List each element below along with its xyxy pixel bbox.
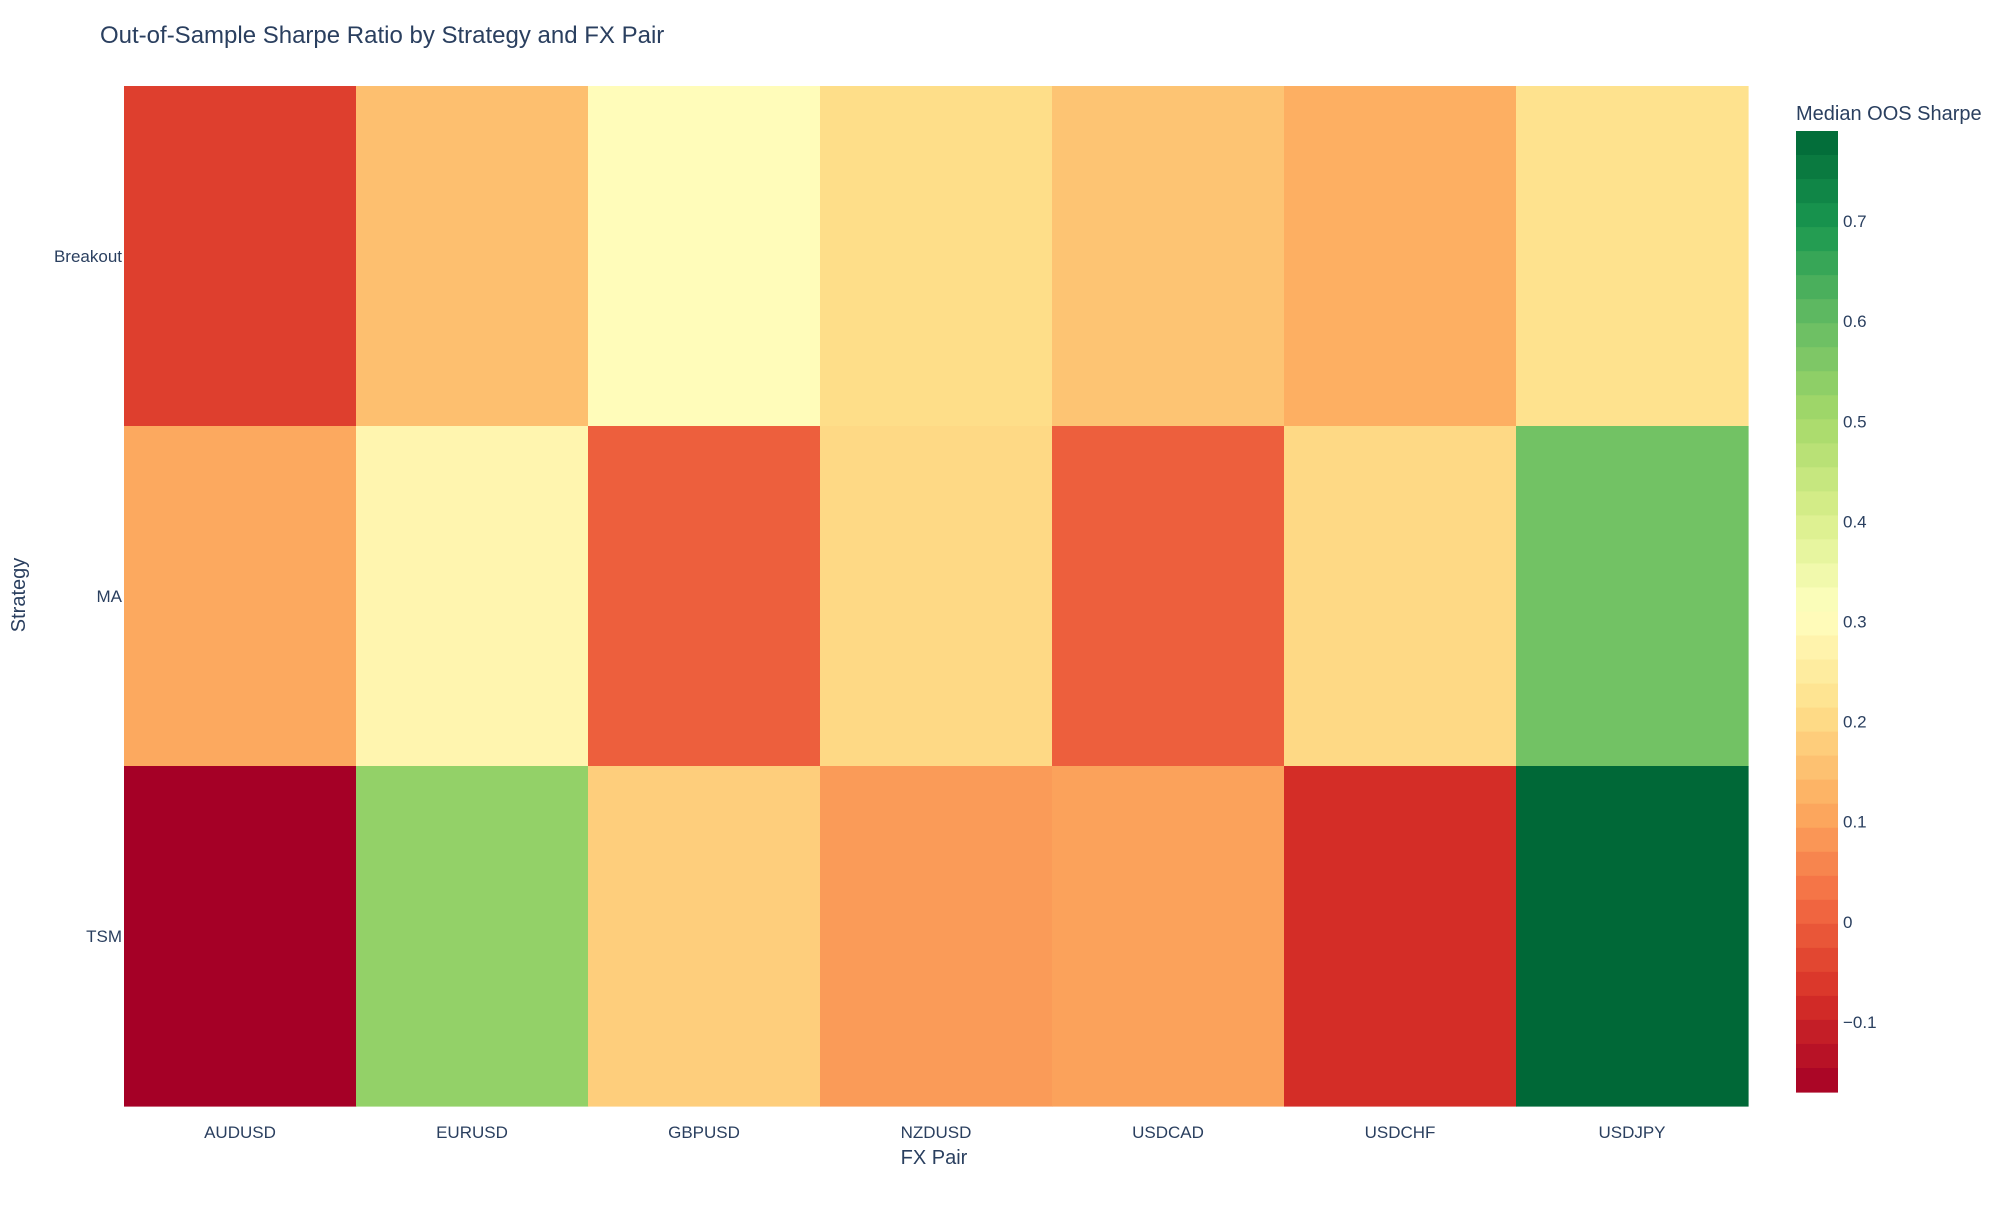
colorbar-title: Median OOS Sharpe — [1796, 103, 1982, 125]
colorbar-band — [1796, 875, 1838, 901]
colorbar-tick-label: 0.3 — [1843, 613, 1867, 632]
x-tick-label: USDCAD — [1132, 1123, 1204, 1142]
colorbar-band — [1796, 227, 1838, 252]
colorbar-band — [1796, 659, 1838, 685]
heatmap-cell-breakout-eurusd — [356, 86, 589, 427]
colorbar-band — [1796, 347, 1838, 372]
colorbar-band — [1796, 203, 1838, 228]
colorbar-band — [1796, 251, 1838, 276]
colorbar-band — [1796, 131, 1838, 156]
heatmap-cell-tsm-usdcad — [1052, 766, 1285, 1107]
colorbar — [1796, 131, 1838, 1093]
colorbar-band — [1796, 563, 1838, 589]
heatmap-cell-breakout-nzdusd — [820, 86, 1053, 427]
colorbar-band — [1796, 1019, 1838, 1045]
colorbar-band — [1796, 995, 1838, 1021]
colorbar-tick-label: −0.1 — [1843, 1013, 1877, 1032]
colorbar-band — [1796, 539, 1838, 565]
x-tick-label: GBPUSD — [668, 1123, 740, 1142]
heatmap-cell-tsm-usdjpy — [1516, 766, 1749, 1107]
colorbar-band — [1796, 491, 1838, 516]
colorbar-band — [1796, 323, 1838, 348]
colorbar-band — [1796, 587, 1838, 613]
colorbar-band — [1796, 899, 1838, 925]
colorbar-band — [1796, 395, 1838, 420]
y-tick-label: TSM — [86, 927, 122, 946]
colorbar-band — [1796, 947, 1838, 973]
x-tick-label: EURUSD — [436, 1123, 508, 1142]
heatmap-cell-ma-audusd — [124, 426, 357, 767]
colorbar-band — [1796, 1043, 1838, 1069]
y-tick-label: MA — [97, 587, 123, 606]
colorbar-band — [1796, 971, 1838, 997]
colorbar-ticks: −0.1 0 0.1 0.2 0.3 0.4 0.5 0.6 0.7 — [1843, 212, 1877, 1032]
heatmap-cell-ma-gbpusd — [588, 426, 821, 767]
colorbar-band — [1796, 179, 1838, 204]
chart-title: Out-of-Sample Sharpe Ratio by Strategy a… — [100, 22, 664, 49]
heatmap-cell-breakout-usdchf — [1284, 86, 1517, 427]
y-axis-ticks: Breakout MA TSM — [54, 247, 123, 946]
heatmap-cell-tsm-nzdusd — [820, 766, 1053, 1107]
colorbar-band — [1796, 731, 1838, 757]
heatmap-cell-ma-usdjpy — [1516, 426, 1749, 767]
x-tick-label: USDJPY — [1598, 1123, 1665, 1142]
colorbar-tick-label: 0.7 — [1843, 212, 1867, 231]
colorbar-band — [1796, 683, 1838, 709]
heatmap-cell-tsm-eurusd — [356, 766, 589, 1107]
heatmap-cell-ma-nzdusd — [820, 426, 1053, 767]
colorbar-band — [1796, 755, 1838, 781]
colorbar-band — [1796, 707, 1838, 733]
y-axis-title: Strategy — [8, 558, 30, 632]
colorbar-tick-label: 0.5 — [1843, 412, 1867, 431]
heatmap-cell-ma-usdcad — [1052, 426, 1285, 767]
heatmap-cell-breakout-usdjpy — [1516, 86, 1749, 427]
colorbar-band — [1796, 443, 1838, 468]
colorbar-tick-label: 0.6 — [1843, 312, 1867, 331]
heatmap-cell-tsm-audusd — [124, 766, 357, 1107]
x-tick-label: AUDUSD — [204, 1123, 276, 1142]
heatmap-cell-tsm-gbpusd — [588, 766, 821, 1107]
x-tick-label: USDCHF — [1365, 1123, 1436, 1142]
heatmap-cells — [124, 86, 1749, 1107]
colorbar-tick-label: 0.4 — [1843, 512, 1867, 531]
colorbar-band — [1796, 611, 1838, 637]
colorbar-tick-label: 0 — [1843, 913, 1852, 932]
x-tick-label: NZDUSD — [901, 1123, 972, 1142]
colorbar-band — [1796, 299, 1838, 324]
x-axis-ticks: AUDUSD EURUSD GBPUSD NZDUSD USDCAD USDCHF USDJ… — [204, 1123, 1665, 1142]
colorbar-band — [1796, 1067, 1838, 1093]
heatmap-cell-breakout-gbpusd — [588, 86, 821, 427]
colorbar-band — [1796, 923, 1838, 949]
colorbar-band — [1796, 419, 1838, 444]
colorbar-band — [1796, 275, 1838, 300]
heatmap-cell-breakout-audusd — [124, 86, 357, 427]
colorbar-band — [1796, 515, 1838, 541]
colorbar-band — [1796, 371, 1838, 396]
colorbar-band — [1796, 155, 1838, 180]
heatmap-cell-ma-usdchf — [1284, 426, 1517, 767]
colorbar-band — [1796, 851, 1838, 877]
colorbar-tick-label: 0.1 — [1843, 813, 1867, 832]
colorbar-band — [1796, 635, 1838, 661]
colorbar-tick-label: 0.2 — [1843, 713, 1867, 732]
colorbar-band — [1796, 803, 1838, 829]
y-tick-label: Breakout — [54, 247, 122, 266]
heatmap-cell-tsm-usdchf — [1284, 766, 1517, 1107]
heatmap-cell-ma-eurusd — [356, 426, 589, 767]
x-axis-title: FX Pair — [901, 1147, 968, 1169]
heatmap-cell-breakout-usdcad — [1052, 86, 1285, 427]
colorbar-band — [1796, 827, 1838, 853]
colorbar-band — [1796, 467, 1838, 492]
colorbar-band — [1796, 779, 1838, 805]
